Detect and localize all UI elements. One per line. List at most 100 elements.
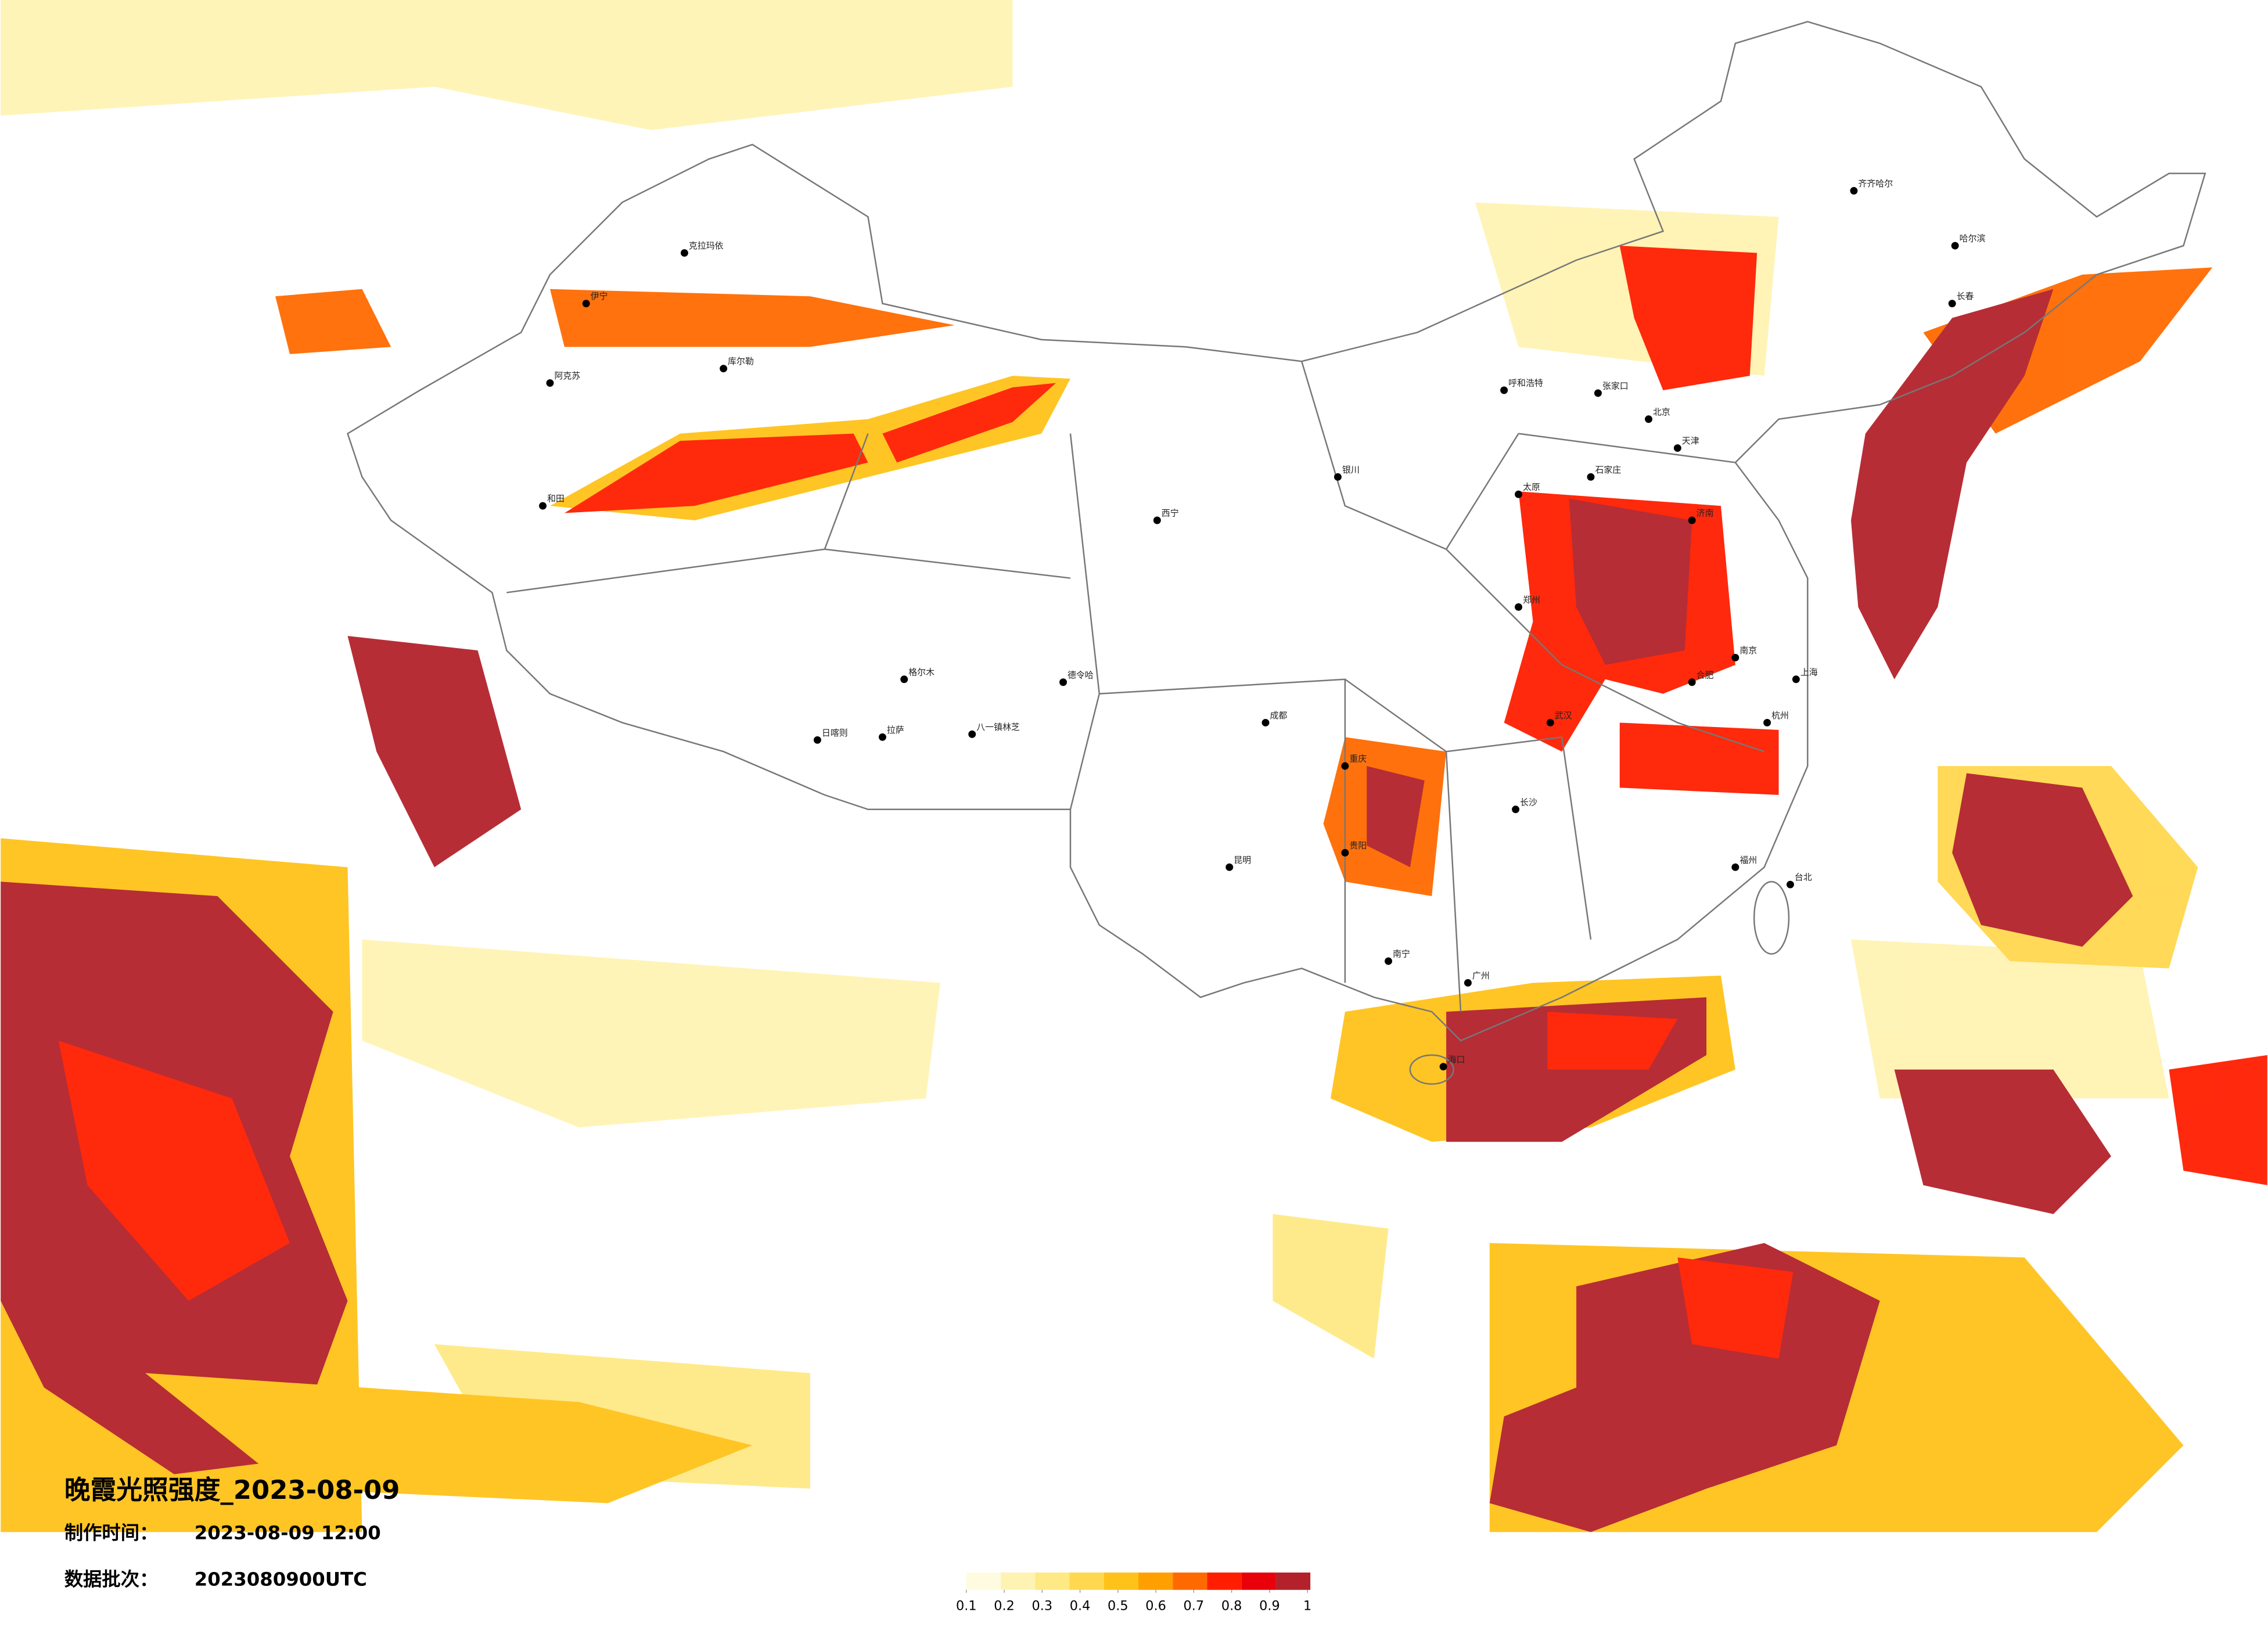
batch: 2023080900UTC [195, 1568, 367, 1590]
colorbar-tick-label: 0.7 [1184, 1599, 1205, 1614]
city-dot [1792, 675, 1800, 684]
city-dot [1261, 718, 1270, 726]
made-time: 2023-08-09 12:00 [195, 1522, 381, 1544]
streak [549, 289, 955, 347]
city-dot [1850, 187, 1858, 195]
city-label: 伊宁 [591, 291, 608, 301]
city-dot [1500, 386, 1508, 394]
city-dot [539, 502, 547, 510]
blob [58, 1041, 290, 1301]
city-label: 贵阳 [1349, 840, 1367, 851]
city-dot [1645, 415, 1653, 423]
blob [1894, 1069, 2111, 1214]
colorbar-tick-label: 0.8 [1221, 1599, 1242, 1614]
colorbar-swatch [1001, 1572, 1036, 1590]
colorbar-tick-label: 0.3 [1032, 1599, 1053, 1614]
city-label: 德令哈 [1067, 670, 1094, 680]
city-label: 重庆 [1349, 754, 1367, 764]
colorbar-tick-label: 1 [1303, 1599, 1311, 1614]
colorbar-swatch [1173, 1572, 1207, 1590]
colorbar-swatch [966, 1572, 1001, 1590]
city-dot [546, 379, 554, 387]
colorbar-tick-label: 0.1 [956, 1599, 977, 1614]
city-dot [1587, 473, 1595, 481]
haze [1850, 939, 2169, 1099]
city-label: 杭州 [1771, 710, 1789, 721]
colorbar-tick-label: 0.2 [994, 1599, 1015, 1614]
city-dot [1225, 863, 1234, 871]
haze [1273, 1214, 1389, 1359]
city-label: 成都 [1270, 710, 1287, 721]
city-label: 阿克苏 [554, 370, 580, 381]
city-dot [582, 300, 590, 308]
city-dot [1385, 957, 1393, 965]
city-label: 日喀则 [822, 728, 848, 738]
city-dot [1515, 603, 1523, 611]
colorbar-swatch [1138, 1572, 1173, 1590]
city-label: 福州 [1739, 855, 1757, 865]
city-dot [813, 736, 821, 744]
city-dot [968, 730, 976, 738]
colorbar-swatch [1035, 1572, 1070, 1590]
city-label: 台北 [1795, 872, 1812, 883]
blob [2169, 1055, 2267, 1185]
city-label: 石家庄 [1595, 465, 1621, 475]
city-label: 西宁 [1162, 508, 1179, 519]
city-dot [1059, 678, 1067, 686]
city-label: 南京 [1739, 645, 1757, 656]
intensity-field [1, 0, 2267, 1533]
colorbar-swatch [1275, 1572, 1311, 1590]
streak [882, 383, 1056, 463]
blob [1547, 1012, 1678, 1070]
blob [145, 1373, 753, 1503]
city-label: 郑州 [1523, 595, 1540, 605]
city-dot [1515, 490, 1523, 498]
city-dot [900, 675, 908, 684]
city-dot [1673, 444, 1681, 452]
province-border [506, 361, 1765, 1012]
city-label: 和田 [547, 494, 565, 504]
city-dot [1439, 1063, 1447, 1071]
hainan [1409, 1054, 1454, 1085]
city-dot [878, 733, 886, 741]
city-label: 克拉玛依 [689, 240, 724, 251]
city-dot [1512, 805, 1520, 814]
city-dot [1763, 718, 1771, 726]
borders [347, 21, 2206, 1085]
colorbar-swatch [1207, 1572, 1242, 1590]
city-label: 天津 [1682, 436, 1699, 446]
city-dot [1334, 473, 1342, 481]
city-label: 张家口 [1602, 381, 1629, 391]
city-label: 广州 [1472, 970, 1490, 981]
header: 晚霞光照强度_2023-08-09 制作时间： 2023-08-09 12:00… [64, 1474, 400, 1590]
city-dot [680, 249, 688, 257]
city-dot [1546, 718, 1554, 726]
city-dot [1341, 762, 1349, 770]
city-label: 南宁 [1393, 949, 1410, 959]
city-dot [1731, 653, 1739, 661]
city-dot [1594, 389, 1602, 397]
city-dot [1341, 848, 1349, 857]
haze [362, 939, 940, 1128]
city-label: 格尔木 [908, 667, 934, 677]
city-label: 长沙 [1520, 797, 1537, 807]
city-label: 上海 [1800, 667, 1818, 677]
colorbar-tick-label: 0.5 [1108, 1599, 1128, 1614]
city-label: 齐齐哈尔 [1858, 178, 1893, 189]
colorbar-swatch [1241, 1572, 1276, 1590]
blob [1619, 246, 1757, 390]
colorbar-tick-label: 0.6 [1145, 1599, 1166, 1614]
colorbar-swatch [1069, 1572, 1104, 1590]
country-outline [347, 21, 2206, 1042]
blob [347, 636, 522, 868]
haze [1, 0, 1013, 130]
city-label: 长春 [1957, 291, 1974, 301]
city-label: 济南 [1696, 508, 1714, 519]
city-dot [1688, 516, 1696, 524]
city-label: 太原 [1523, 482, 1540, 492]
city-label: 武汉 [1555, 710, 1572, 721]
city-label: 合肥 [1696, 670, 1714, 680]
city-label: 拉萨 [887, 725, 904, 735]
